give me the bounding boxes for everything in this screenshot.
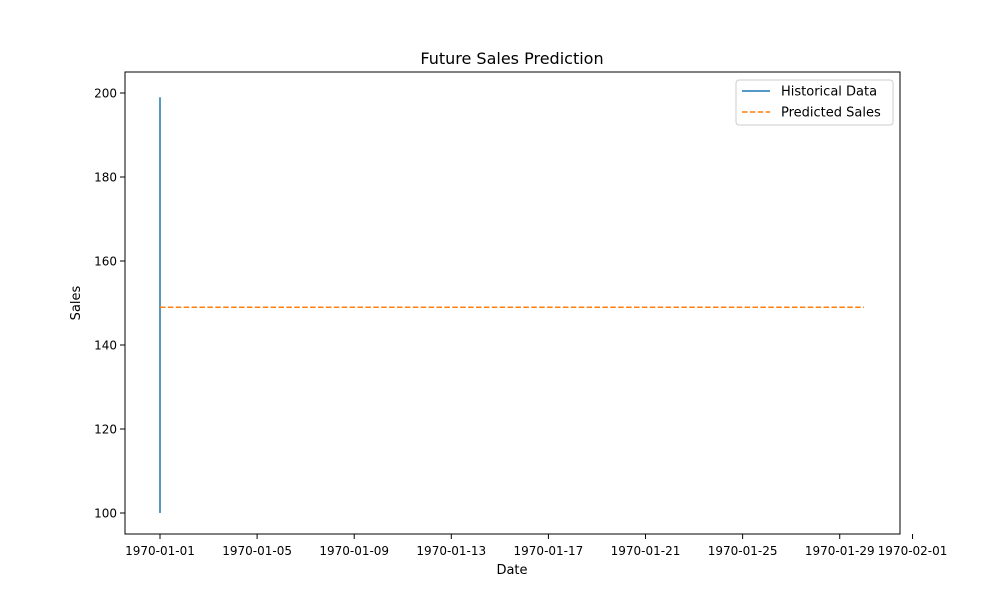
y-tick-label: 180	[94, 171, 117, 185]
x-tick-label: 1970-01-05	[222, 544, 292, 558]
series-layer	[159, 97, 864, 513]
x-axis-label: Date	[496, 563, 527, 578]
y-tick-label: 120	[94, 423, 117, 437]
y-tick-label: 200	[94, 87, 117, 101]
y-axis: 100 120 140 160 180 200	[94, 87, 125, 521]
x-tick-label: 1970-01-01	[125, 544, 195, 558]
plot-area	[124, 71, 901, 535]
legend-predicted-label: Predicted Sales	[781, 106, 881, 121]
legend-box	[735, 79, 894, 126]
x-tick-label: 1970-02-01	[878, 544, 948, 558]
x-tick-label: 1970-01-09	[319, 544, 389, 558]
x-tick-label: 1970-01-29	[805, 544, 875, 558]
x-axis: 1970-01-01 1970-01-05 1970-01-09 1970-01-13…	[125, 534, 947, 558]
y-tick-label: 140	[94, 339, 117, 353]
y-tick-label: 160	[94, 255, 117, 269]
x-tick-label: 1970-01-13	[416, 544, 486, 558]
x-tick-label: 1970-01-17	[514, 544, 584, 558]
legend-historical-label: Historical Data	[781, 85, 877, 100]
y-tick-label: 100	[94, 507, 117, 521]
y-axis-label: Sales	[69, 285, 84, 320]
plot-frame	[124, 71, 901, 535]
chart-title: Future Sales Prediction	[420, 49, 603, 68]
x-tick-label: 1970-01-21	[611, 544, 681, 558]
x-tick-label: 1970-01-25	[708, 544, 778, 558]
chart-legend: Historical Data Predicted Sales	[735, 79, 894, 126]
